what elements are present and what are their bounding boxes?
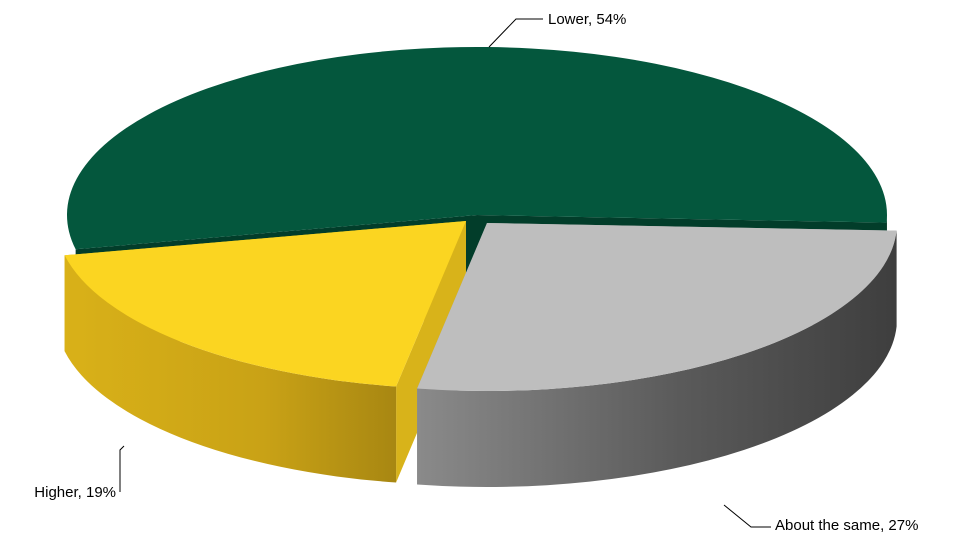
leader-line-about-the-same [723, 504, 771, 528]
data-label-higher: Higher, 19% [34, 484, 116, 501]
leader-line-higher [119, 445, 125, 492]
data-label-lower: Lower, 54% [548, 11, 626, 28]
leader-line-lower [488, 18, 543, 48]
slice-labels: Lower, 54% About the same, 27% Higher, 19% [34, 11, 918, 534]
slice-lower [67, 47, 888, 250]
slice-side-higher [64, 255, 397, 483]
slice-side-about-the-same [417, 230, 897, 488]
slice-about-the-same [417, 223, 897, 392]
slice-tops [64, 47, 897, 392]
slice-higher [64, 221, 467, 387]
data-label-about-the-same: About the same, 27% [775, 517, 918, 534]
